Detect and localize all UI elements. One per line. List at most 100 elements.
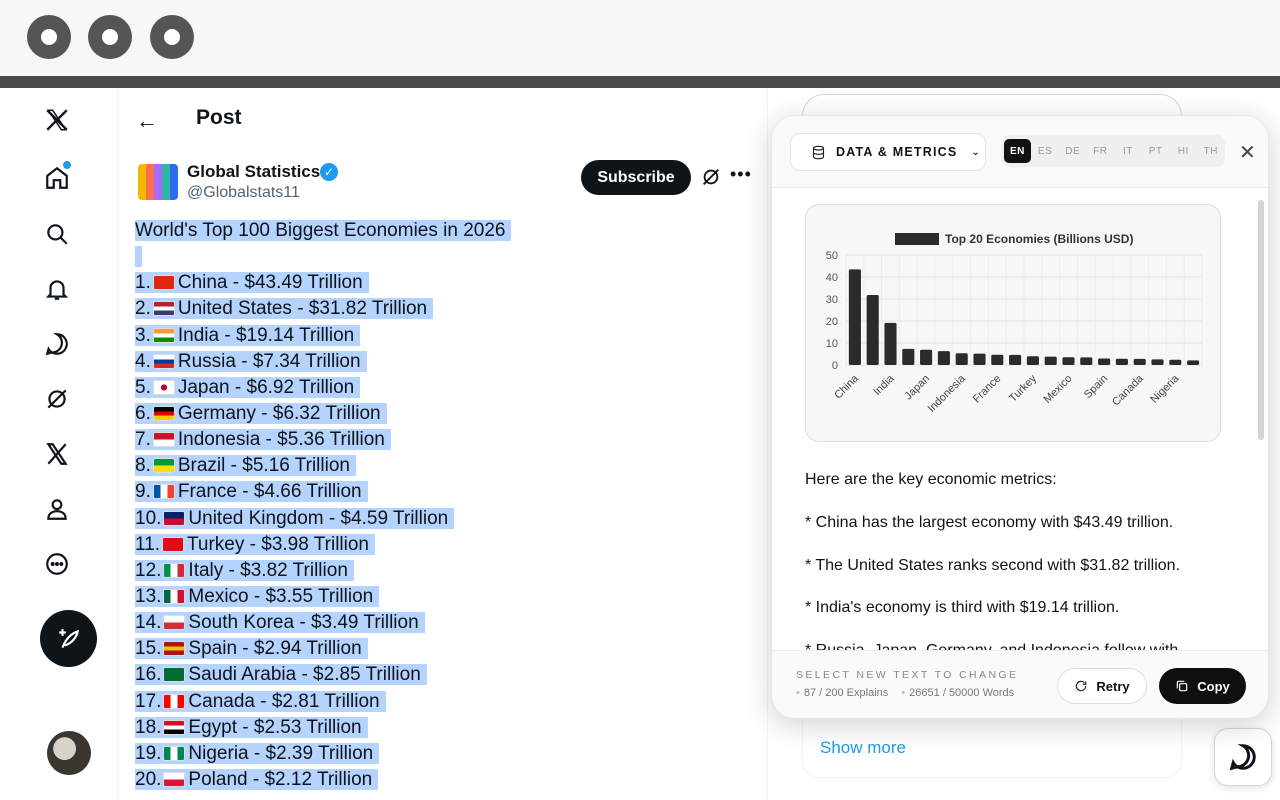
lang-hi[interactable]: HI xyxy=(1177,145,1189,157)
chart-bar xyxy=(1026,356,1039,365)
x-tick-label: Japan xyxy=(903,373,933,403)
grok-icon[interactable] xyxy=(37,379,77,419)
mode-dropdown[interactable]: DATA & METRICS ⌄ xyxy=(790,133,986,171)
list-item-number: 12. xyxy=(135,559,162,581)
list-item: 2. United States - $31.82 Trillion xyxy=(135,296,655,322)
close-icon[interactable]: ✕ xyxy=(1239,142,1256,164)
list-item: 14. South Korea - $3.49 Trillion xyxy=(135,610,655,636)
x-logo-icon[interactable] xyxy=(37,100,77,140)
refresh-icon xyxy=(1076,680,1087,692)
list-item-number: 6. xyxy=(135,402,151,424)
account-handle[interactable]: @Globalstats11 xyxy=(187,184,300,201)
x-tick-label: Indonesia xyxy=(926,372,969,415)
y-tick-label: 10 xyxy=(826,338,838,350)
window-maximize-button[interactable] xyxy=(150,15,194,59)
explains-count: 87 / 200 Explains xyxy=(796,687,888,699)
post-more-icon[interactable]: ••• xyxy=(730,164,752,184)
x-tick-label: Canada xyxy=(1110,372,1146,408)
x-tick-label: France xyxy=(971,373,1004,406)
words-count: 26651 / 50000 Words xyxy=(901,687,1014,699)
user-avatar[interactable] xyxy=(47,731,91,775)
subscribe-button[interactable]: Subscribe xyxy=(581,160,691,195)
copy-icon xyxy=(1177,680,1188,692)
account-name[interactable]: Global Statistics xyxy=(187,162,321,181)
list-item: 6. Germany - $6.32 Trillion xyxy=(135,401,655,427)
back-arrow-icon[interactable]: ← xyxy=(136,108,158,133)
list-item-number: 18. xyxy=(135,716,162,738)
chart-bar xyxy=(1151,359,1164,365)
lang-it[interactable]: IT xyxy=(1123,145,1133,157)
footer-hint: SELECT NEW TEXT TO CHANGE xyxy=(796,669,1019,681)
list-item-number: 4. xyxy=(135,350,151,372)
list-item-text: Turkey - $3.98 Trillion xyxy=(187,533,369,555)
country-flag-icon xyxy=(163,771,186,787)
list-item-text: Saudi Arabia - $2.85 Trillion xyxy=(188,664,421,686)
list-item-text: Spain - $2.94 Trillion xyxy=(188,638,362,660)
list-item-number: 15. xyxy=(135,638,162,660)
feather-plus-icon xyxy=(58,628,79,648)
list-item-number: 3. xyxy=(135,324,151,346)
metric-line: * India's economy is third with $19.14 t… xyxy=(805,599,1120,617)
compose-post-button[interactable] xyxy=(40,610,97,667)
list-item: 18. Egypt - $2.53 Trillion xyxy=(135,715,655,741)
window-minimize-button[interactable] xyxy=(88,15,132,59)
list-item-text: Canada - $2.81 Trillion xyxy=(188,690,380,712)
copy-button[interactable]: Copy xyxy=(1159,668,1246,704)
copy-label: Copy xyxy=(1197,678,1230,694)
chart-bar xyxy=(973,353,986,365)
post-column: ← Post Global Statistics ✓ @Globalstats1… xyxy=(118,88,768,800)
lang-fr[interactable]: FR xyxy=(1093,145,1108,157)
panel-content: 0 10 20 30 40 50 China India Japan Indonesia Franc… xyxy=(772,188,1252,650)
country-flag-icon xyxy=(163,719,186,735)
chart-bar xyxy=(848,269,861,365)
premium-x-icon[interactable] xyxy=(37,434,77,474)
y-tick-label: 30 xyxy=(826,294,838,306)
chart-bar xyxy=(1044,356,1057,365)
profile-icon[interactable] xyxy=(37,489,77,529)
chart-bar xyxy=(1009,354,1022,365)
lang-pt[interactable]: PT xyxy=(1148,145,1163,157)
country-flag-icon xyxy=(163,641,186,657)
list-item-number: 16. xyxy=(135,664,162,686)
usage-stats: 87 / 200 Explains 26651 / 50000 Words xyxy=(796,687,1024,699)
list-item: 1. China - $43.49 Trillion xyxy=(135,270,655,296)
list-item-number: 10. xyxy=(135,507,162,529)
page-title: Post xyxy=(196,106,242,129)
panel-scrollbar[interactable] xyxy=(1258,200,1264,440)
list-item: 8. Brazil - $5.16 Trillion xyxy=(135,453,655,479)
search-icon[interactable] xyxy=(37,214,77,254)
window-close-button[interactable] xyxy=(27,15,71,59)
list-item: 13. Mexico - $3.55 Trillion xyxy=(135,584,655,610)
country-flag-icon xyxy=(152,275,175,291)
list-item-number: 2. xyxy=(135,298,151,320)
lang-en[interactable]: EN xyxy=(1004,139,1031,163)
account-avatar[interactable] xyxy=(138,164,178,200)
country-flag-icon xyxy=(163,693,186,709)
home-icon[interactable] xyxy=(37,158,77,198)
explain-panel: DATA & METRICS ⌄ EN ES DE FR IT PT HI TH ✕ 0 10 2… xyxy=(771,115,1269,719)
messages-icon[interactable] xyxy=(37,324,77,364)
verified-badge-icon: ✓ xyxy=(320,163,338,181)
list-item-text: Japan - $6.92 Trillion xyxy=(177,376,355,398)
lang-th[interactable]: TH xyxy=(1203,145,1219,157)
country-flag-icon xyxy=(152,353,175,369)
legend-swatch xyxy=(895,233,939,245)
list-item: 4. Russia - $7.34 Trillion xyxy=(135,349,655,375)
bell-icon[interactable] xyxy=(37,269,77,309)
list-item-text: Russia - $7.34 Trillion xyxy=(177,350,361,372)
list-item-number: 5. xyxy=(135,376,151,398)
show-more-link[interactable]: Show more xyxy=(820,738,906,757)
grok-explain-icon[interactable] xyxy=(700,166,722,188)
lang-es[interactable]: ES xyxy=(1037,145,1053,157)
x-tick-label: China xyxy=(832,372,861,401)
chat-button[interactable] xyxy=(1214,728,1272,786)
retry-button[interactable]: Retry xyxy=(1057,668,1147,704)
lang-de[interactable]: DE xyxy=(1065,145,1081,157)
retry-label: Retry xyxy=(1096,678,1130,694)
list-item-number: 19. xyxy=(135,742,162,764)
more-icon[interactable] xyxy=(37,544,77,584)
chevron-down-icon: ⌄ xyxy=(971,146,982,158)
list-item-text: Egypt - $2.53 Trillion xyxy=(188,716,362,738)
x-tick-label: Spain xyxy=(1082,373,1110,401)
country-flag-icon xyxy=(152,301,175,317)
